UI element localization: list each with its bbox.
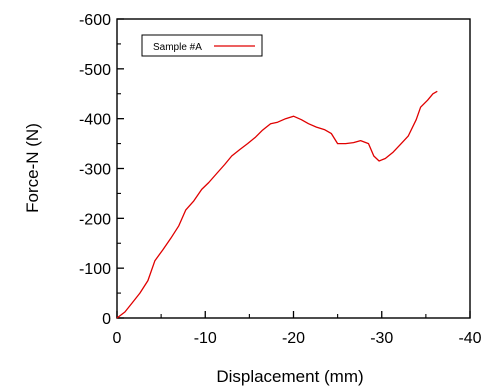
legend: Sample #A bbox=[141, 34, 263, 57]
series-layer bbox=[116, 90, 438, 319]
y-tick-label: -500 bbox=[79, 62, 111, 79]
legend-label: Sample #A bbox=[153, 42, 202, 53]
y-tick-label: -100 bbox=[79, 261, 111, 278]
x-axis-ticks: 0 -10 -20 -30 -40 bbox=[113, 311, 482, 347]
y-tick-label: -200 bbox=[79, 211, 111, 228]
x-axis-label: Displacement (mm) bbox=[216, 367, 363, 386]
plot-frame bbox=[116, 18, 471, 319]
series-line-sample-a bbox=[116, 90, 438, 319]
y-tick-label: 0 bbox=[102, 311, 111, 328]
x-tick-label: -40 bbox=[458, 330, 481, 347]
x-tick-label: 0 bbox=[113, 330, 122, 347]
y-tick-label: -600 bbox=[79, 12, 111, 29]
y-axis-label: Force-N (N) bbox=[23, 123, 42, 213]
x-tick-label: -30 bbox=[370, 330, 393, 347]
y-tick-label: -300 bbox=[79, 162, 111, 179]
x-tick-label: -20 bbox=[282, 330, 305, 347]
legend-box bbox=[141, 34, 263, 57]
x-tick-label: -10 bbox=[194, 330, 217, 347]
y-axis-ticks: 0 -100 -200 -300 -400 -500 -600 bbox=[79, 12, 124, 328]
y-tick-label: -400 bbox=[79, 112, 111, 129]
